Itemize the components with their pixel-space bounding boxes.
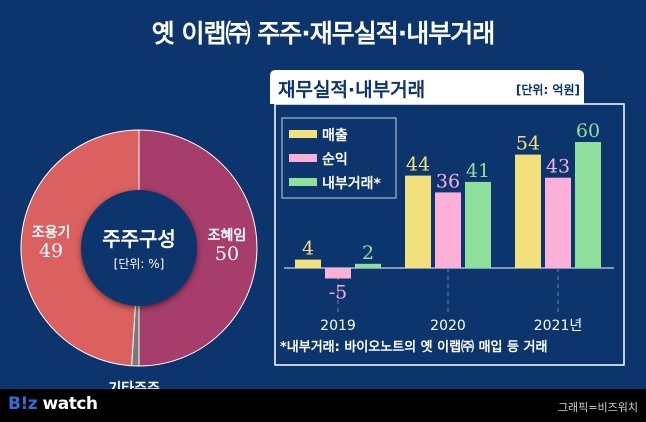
bar-value-1-1: 36 (436, 170, 460, 192)
bar-0-2 (515, 154, 541, 268)
legend-swatch-2 (289, 178, 317, 186)
donut-unit-label: [단위: %] (114, 257, 165, 271)
donut-title: 주주구성 (102, 227, 176, 251)
pie-slice-0 (138, 129, 258, 367)
pie-value-0: 50 (215, 243, 239, 265)
legend-swatch-1 (289, 154, 317, 162)
footer-bar: B!z watch 그래픽=비즈워치 (0, 389, 646, 422)
pie-label-1: 기타주주 (108, 381, 160, 389)
pie-value-2: 49 (39, 240, 63, 262)
legend-label-1: 순익 (322, 151, 348, 168)
legend-label-2: 내부거래* (322, 176, 382, 192)
bar-2-0 (355, 263, 381, 268)
bar-value-2-1: 41 (466, 160, 490, 182)
bar-chart-title: 재무실적·내부거래 (278, 79, 425, 101)
category-label-1: 2020 (430, 318, 466, 334)
logo-biz: B!z (8, 394, 38, 414)
legend-box (281, 117, 397, 199)
donut-hole (81, 190, 197, 306)
bar-0-0 (295, 259, 321, 268)
bar-footnote: *내부거래: 바이오노트의 옛 이랩㈜ 매입 등 거래 (280, 339, 547, 355)
bar-value-0-0: 4 (302, 238, 314, 260)
bar-value-2-2: 60 (576, 120, 600, 142)
logo-watch: watch (37, 394, 99, 414)
bar-2-1 (465, 181, 491, 268)
bar-panel-title-tab (270, 70, 584, 104)
bar-unit-label: [단위: 억원] (516, 82, 580, 97)
bar-1-2 (545, 177, 571, 268)
bar-0-1 (405, 175, 431, 268)
chart-canvas: 주주구성 [단위: %] 조혜임50기타주주1조용기49 재무실적·내부거래 [… (20, 70, 625, 389)
bar-value-0-1: 44 (406, 154, 430, 176)
bar-1-0 (325, 268, 351, 279)
legend-swatch-0 (289, 130, 317, 138)
pie-label-2: 조용기 (32, 225, 71, 241)
bizwatch-logo: B!z watch (8, 394, 98, 414)
bar-value-1-0: -5 (329, 282, 348, 304)
category-label-2: 2021년 (534, 318, 583, 334)
bar-2-2 (575, 142, 601, 268)
bar-1-1 (435, 192, 461, 268)
bar-value-0-2: 54 (516, 133, 540, 155)
legend-label-0: 매출 (322, 127, 348, 144)
bar-value-2-0: 2 (362, 242, 374, 264)
pie-slice-2 (20, 129, 140, 367)
page-title: 옛 이랩㈜ 주주·재무실적·내부거래 (151, 19, 495, 48)
pie-label-0: 조혜임 (208, 228, 247, 244)
category-label-0: 2019 (320, 318, 356, 334)
bar-value-1-2: 43 (546, 156, 570, 178)
graphic-credit: 그래픽=비즈워치 (557, 401, 638, 414)
shareholder-donut (20, 129, 258, 367)
